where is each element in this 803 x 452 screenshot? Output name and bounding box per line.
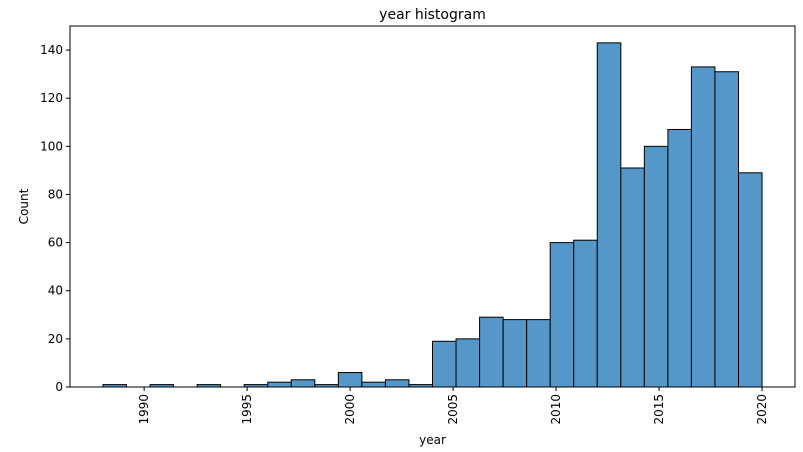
histogram-bar <box>738 172 763 388</box>
histogram-bar <box>479 316 504 388</box>
x-axis-label: year <box>419 433 446 447</box>
y-axis: 0 20 40 60 80 100 120 140 <box>40 43 70 394</box>
histogram-bar <box>432 340 457 388</box>
x-tick-label: 1995 <box>240 394 254 425</box>
histogram-bar <box>714 71 740 388</box>
y-tick-label: 120 <box>40 91 63 105</box>
histogram-bar <box>620 167 645 388</box>
x-tick-label: 1990 <box>137 394 151 425</box>
x-tick-label: 2000 <box>343 394 357 425</box>
x-tick-label: 2020 <box>755 394 769 425</box>
plot-frame <box>69 25 796 388</box>
histogram-bar <box>455 338 481 388</box>
x-tick-label: 2005 <box>446 394 460 425</box>
y-tick-label: 100 <box>40 139 63 153</box>
y-axis-label: Count <box>17 188 31 224</box>
y-tick-label: 140 <box>40 43 63 57</box>
histogram-bar <box>290 379 316 388</box>
histogram-bar <box>384 379 410 388</box>
histogram-bar <box>361 381 386 388</box>
histogram-bar <box>596 42 622 388</box>
bars-group <box>102 42 763 388</box>
y-tick-label: 20 <box>48 332 63 346</box>
x-axis: 1990 1995 2000 2005 2010 2015 2020 <box>137 387 769 425</box>
histogram-bar <box>549 242 575 388</box>
y-tick-label: 0 <box>55 380 63 394</box>
histogram-bar <box>526 319 551 388</box>
histogram-bar <box>502 319 528 388</box>
histogram-bar <box>337 372 363 388</box>
chart-title: year histogram <box>379 7 486 23</box>
histogram-bar <box>573 239 598 388</box>
histogram-bar <box>643 145 669 388</box>
x-tick-label: 2010 <box>549 394 563 425</box>
histogram-bar <box>690 66 716 388</box>
histogram-bar <box>667 128 692 388</box>
histogram-bar <box>267 381 292 388</box>
y-tick-label: 40 <box>48 284 63 298</box>
y-tick-label: 80 <box>48 187 63 201</box>
x-tick-label: 2015 <box>652 394 666 425</box>
y-tick-label: 60 <box>48 236 63 250</box>
